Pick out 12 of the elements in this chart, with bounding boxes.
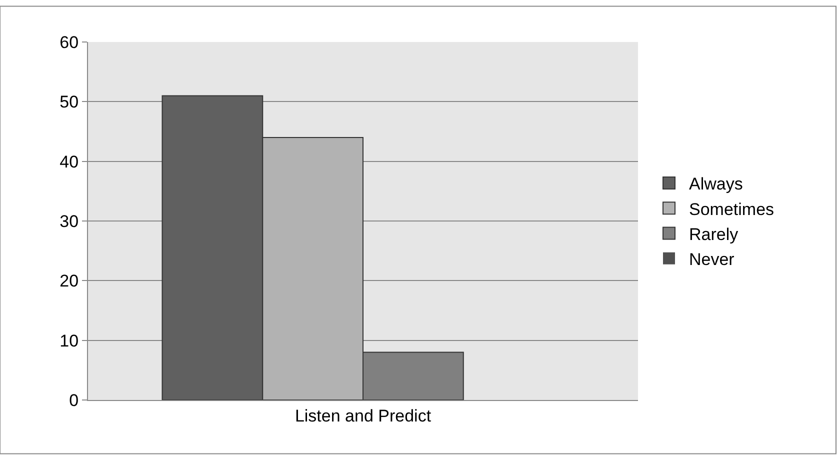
y-tick-label: 40 xyxy=(60,152,79,172)
legend-label: Sometimes xyxy=(689,200,774,219)
x-tick-label: Listen and Predict xyxy=(294,406,432,426)
y-tick-label: 0 xyxy=(69,390,79,410)
y-tick-label: 20 xyxy=(60,272,79,291)
legend-label: Rarely xyxy=(689,224,739,244)
y-tick-label: 10 xyxy=(60,331,79,350)
y-tick-label: 50 xyxy=(60,92,79,112)
y-tick-label: 30 xyxy=(60,212,79,231)
y-tick-label: 60 xyxy=(60,32,79,52)
legend-label: Never xyxy=(689,250,735,269)
legend-label: Always xyxy=(689,174,743,194)
